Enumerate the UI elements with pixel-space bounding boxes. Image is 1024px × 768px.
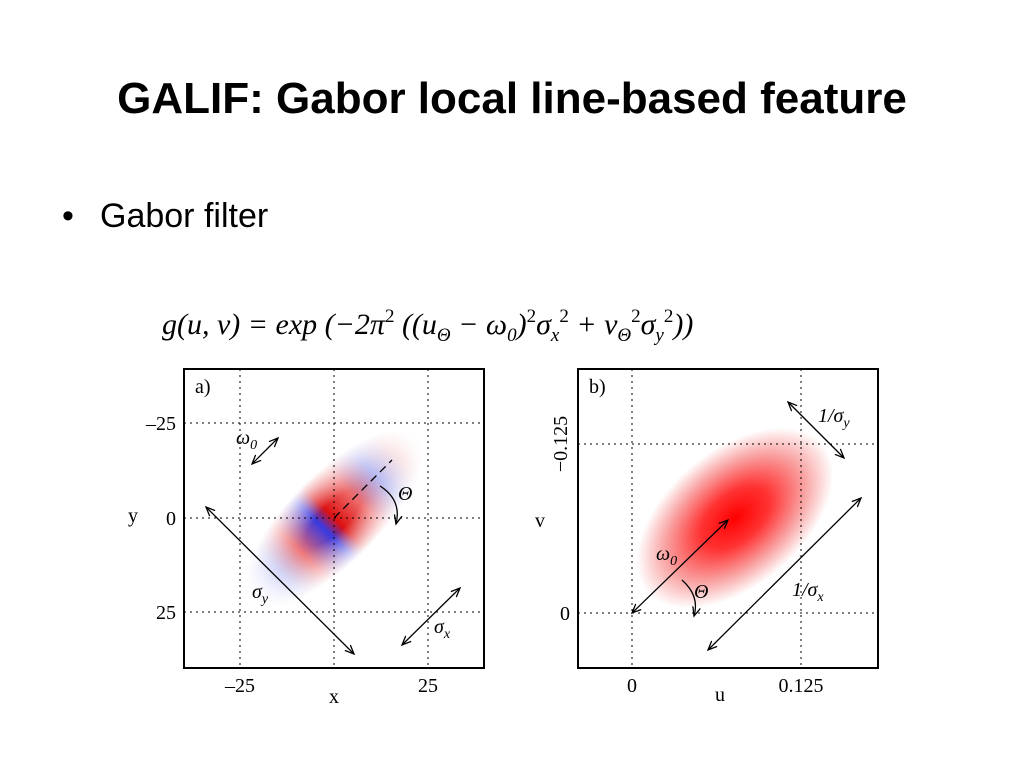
- axis-text: b): [589, 376, 606, 398]
- annotation-text: σ: [434, 616, 445, 638]
- axis-text: v: [535, 510, 545, 532]
- formula-part: ): [515, 308, 527, 341]
- annotation: ω0: [656, 543, 677, 569]
- annotation-sub: x: [443, 627, 451, 642]
- annotation-text: σ: [252, 581, 263, 603]
- axis-text: y: [128, 505, 138, 527]
- bullet: Gabor filter: [100, 197, 268, 235]
- formula-sup: 2: [631, 306, 641, 327]
- annotation-sub: y: [841, 416, 850, 431]
- panel-a: [183, 368, 485, 669]
- spectrum-plot: [636, 427, 834, 609]
- annotation-text: ω: [236, 427, 250, 449]
- axis-text: 0.125: [779, 675, 824, 697]
- formula: g(u, v) = exp (−2π2 ((uΘ − ω0)2σx2 + vΘ2…: [162, 306, 693, 346]
- formula-sub: 0: [507, 325, 517, 346]
- bullet-dot: •: [62, 197, 74, 235]
- formula-part: − ω: [451, 308, 507, 341]
- annotation: σy: [252, 581, 269, 607]
- annotation: Θ: [398, 483, 412, 505]
- axis-text: a): [195, 376, 211, 398]
- annotation-text: 1/σ: [818, 405, 845, 427]
- axis-text: u: [715, 684, 725, 706]
- annotation: 1/σx: [792, 579, 824, 605]
- annotation: σx: [434, 616, 451, 642]
- axis-text: 0: [560, 603, 570, 625]
- annotation: 1/σy: [818, 405, 850, 431]
- annotation-sub: 0: [250, 438, 257, 453]
- formula-sup: 2: [527, 306, 537, 327]
- formula-sub: Θ: [617, 325, 631, 346]
- formula-part: g(u, v) = exp (−2π: [162, 308, 386, 341]
- formula-part: )): [671, 308, 693, 341]
- formula-sup: 2: [385, 306, 395, 327]
- formula-part: ((u: [394, 308, 436, 341]
- title: GALIF: Gabor local line-based feature: [117, 74, 907, 123]
- formula-sub: y: [653, 325, 664, 346]
- formula-sup: 2: [559, 306, 569, 327]
- axis-text: 0: [627, 675, 637, 697]
- axis-text: −0.125: [550, 416, 572, 472]
- annotation: ω0: [236, 427, 257, 453]
- formula-part: σ: [536, 308, 552, 341]
- axis-text: 25: [418, 675, 438, 697]
- annotation: Θ: [694, 581, 708, 603]
- formula-part: + v: [569, 308, 618, 341]
- axis-text: –25: [224, 675, 255, 697]
- annotation-text: Θ: [694, 581, 708, 603]
- axis-text: –25: [145, 413, 176, 435]
- axis-text: 0: [166, 508, 176, 530]
- formula-part: σ: [641, 308, 657, 341]
- annotation-text: 1/σ: [792, 579, 819, 601]
- annotation-text: ω: [656, 543, 670, 565]
- formula-sup: 2: [664, 306, 674, 327]
- annotation-text: Θ: [398, 483, 412, 505]
- panel-b: [577, 368, 879, 669]
- formula-sub: Θ: [437, 325, 451, 346]
- annotation-sub: 0: [670, 554, 677, 569]
- annotation-sub: x: [816, 590, 824, 605]
- axis-text: 25: [156, 602, 176, 624]
- axis-text: x: [329, 686, 339, 708]
- formula-sub: x: [550, 325, 560, 346]
- annotation-sub: y: [260, 592, 269, 607]
